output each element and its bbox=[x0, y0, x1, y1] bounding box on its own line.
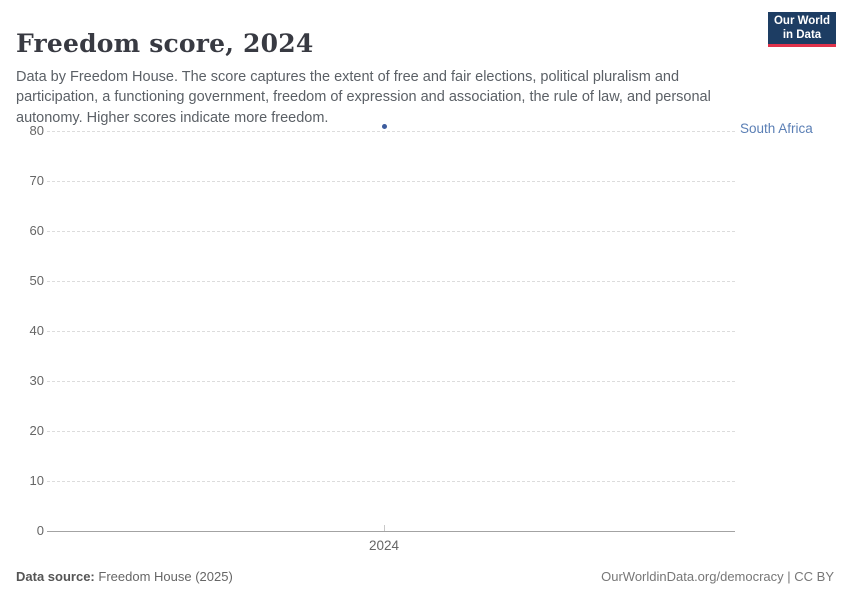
gridline bbox=[47, 331, 735, 332]
gridline bbox=[47, 481, 735, 482]
entity-label-south-africa[interactable]: South Africa bbox=[740, 121, 813, 136]
owid-logo-line2: in Data bbox=[782, 29, 822, 41]
y-axis-tick-label: 30 bbox=[29, 373, 44, 388]
y-axis-tick-label: 40 bbox=[29, 323, 44, 338]
y-axis-tick-label: 20 bbox=[29, 423, 44, 438]
chart-subtitle: Data by Freedom House. The score capture… bbox=[16, 68, 711, 126]
y-axis-tick-label: 80 bbox=[29, 123, 44, 138]
gridline bbox=[47, 181, 735, 182]
y-axis-tick-label: 70 bbox=[29, 173, 44, 188]
gridline bbox=[47, 131, 735, 132]
chart-title: Freedom score, 2024 bbox=[16, 28, 314, 58]
y-axis-tick-label: 50 bbox=[29, 273, 44, 288]
y-axis-tick-label: 0 bbox=[36, 523, 44, 538]
data-point[interactable] bbox=[381, 123, 387, 129]
y-axis-tick-label: 10 bbox=[29, 473, 44, 488]
x-axis-tick bbox=[384, 525, 385, 531]
footer-source: Data source: Freedom House (2025) bbox=[16, 569, 233, 584]
x-axis-tick-label: 2024 bbox=[368, 538, 400, 553]
gridline bbox=[47, 231, 735, 232]
gridline bbox=[47, 281, 735, 282]
owid-logo-line1: Our World bbox=[773, 14, 830, 27]
footer-source-label: Data source: bbox=[16, 569, 95, 584]
owid-logo[interactable]: Our World in Data bbox=[768, 12, 836, 47]
gridline bbox=[47, 381, 735, 382]
footer-source-value: Freedom House (2025) bbox=[98, 569, 233, 584]
x-axis-line bbox=[47, 531, 735, 532]
footer-attribution-link[interactable]: OurWorldinData.org/democracy | CC BY bbox=[601, 569, 834, 584]
y-axis-tick-label: 60 bbox=[29, 223, 44, 238]
gridline bbox=[47, 431, 735, 432]
